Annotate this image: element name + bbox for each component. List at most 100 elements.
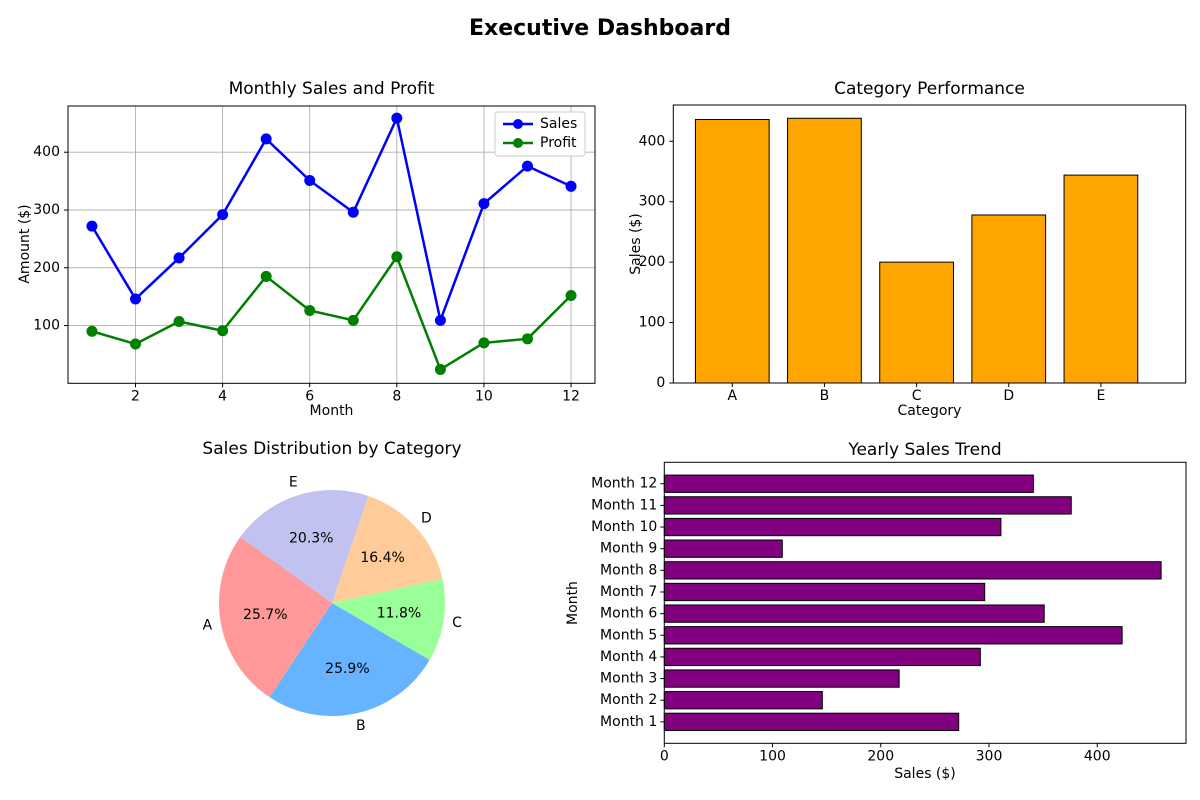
tick-label: 100	[759, 748, 786, 764]
axes-border	[67, 105, 596, 384]
tick-label: 200	[639, 254, 666, 270]
hbar-month-11	[663, 496, 1072, 515]
hbar-chart-yaxis-label: Month	[565, 581, 581, 625]
tick-label: Month 12	[591, 476, 657, 492]
data-point-sales	[434, 314, 446, 326]
data-point-profit	[347, 314, 359, 326]
data-point-sales	[86, 220, 98, 232]
tick-label: 12	[562, 388, 580, 404]
hbar-month-10	[663, 517, 1002, 537]
pie-chart-sales-distribution: A 25.7% B 25.9% C 11.8% D 16.4% E 20.3% Sales Dis…	[40, 440, 620, 800]
pie-label: D	[421, 511, 432, 527]
bar-D	[971, 214, 1047, 384]
tick-label: C	[912, 388, 922, 404]
bar-chart-title: Category Performance	[834, 79, 1025, 99]
tick-label: 400	[1084, 748, 1111, 764]
data-point-profit	[565, 289, 577, 301]
tick-label: Month 1	[600, 714, 657, 730]
bar-E	[1063, 174, 1139, 384]
axes-border	[672, 104, 1187, 384]
tick-label: 200	[33, 260, 60, 276]
data-point-sales	[173, 252, 185, 264]
data-point-sales	[217, 209, 229, 221]
line-chart-title: Monthly Sales and Profit	[228, 79, 435, 99]
data-point-profit	[304, 305, 316, 317]
hbar-chart-plot: Month 1 Month 2 Month 3 Month 4 Month 5 Month…	[591, 461, 1187, 764]
pie-label: C	[452, 615, 462, 631]
bar-chart-category-performance: A B C D E 0 100 200 300 400 Category Performance …	[620, 60, 1200, 440]
data-point-sales	[304, 175, 316, 187]
pie-percent-label: 25.7%	[243, 607, 287, 623]
bar-B	[787, 117, 862, 384]
tick-label: 300	[976, 748, 1003, 764]
tick-label: 100	[33, 318, 60, 334]
pie-label: E	[289, 475, 298, 491]
tick-label: Month 3	[600, 671, 657, 687]
tick-label: 300	[33, 202, 60, 218]
line-chart-yaxis-label: Amount ($)	[17, 204, 33, 284]
tick-label: E	[1096, 388, 1105, 404]
tick-label: 0	[660, 748, 669, 764]
hbar-month-1	[663, 712, 960, 732]
bar-chart-plot: A B C D E 0 100 200 300 400	[639, 104, 1187, 404]
tick-label: A	[727, 388, 737, 404]
data-point-profit	[434, 363, 446, 375]
data-point-profit	[391, 251, 403, 263]
data-point-sales	[347, 206, 359, 218]
tick-label: 300	[639, 194, 666, 210]
pie-label: A	[203, 618, 213, 634]
pie-chart-plot: A 25.7% B 25.9% C 11.8% D 16.4% E 20.3%	[203, 475, 462, 735]
hbar-month-12	[663, 474, 1034, 493]
line-chart-monthly-sales-profit: 2 4 6 8 10 12 100 200 300 400 Sales Profit Monthly …	[0, 60, 620, 440]
hbar-month-2	[663, 691, 823, 710]
tick-label: Month 2	[600, 692, 657, 708]
hbar-chart-title: Yearly Sales Trend	[848, 440, 1002, 460]
data-point-sales	[521, 160, 533, 172]
tick-label: 200	[867, 748, 894, 764]
tick-label: 0	[656, 375, 665, 391]
bar-chart-yaxis-label: Sales ($)	[628, 213, 644, 275]
tick-label: Month 7	[600, 584, 657, 600]
tick-label: Month 8	[600, 562, 657, 578]
bar-A	[694, 119, 770, 384]
data-point-profit	[130, 338, 142, 350]
pie-wedge-A	[219, 536, 332, 698]
data-point-sales	[565, 180, 577, 192]
data-point-sales	[478, 198, 490, 210]
legend-marker	[513, 138, 523, 148]
data-point-profit	[173, 315, 185, 327]
series-line-profit	[91, 255, 572, 371]
bar-C	[879, 261, 954, 384]
hbar-month-4	[663, 647, 981, 667]
pie-wedge-C	[332, 579, 445, 660]
tick-label: 2	[131, 388, 140, 404]
tick-label: 10	[475, 388, 493, 404]
legend-label: Profit	[540, 135, 577, 151]
pie-percent-label: 16.4%	[360, 550, 404, 566]
hbar-month-8	[663, 561, 1162, 580]
hbar-chart-yearly-sales-trend: Month 1 Month 2 Month 3 Month 4 Month 5 Month…	[560, 440, 1200, 800]
bar-chart-xaxis-label: Category	[897, 403, 962, 419]
hbar-month-5	[663, 626, 1123, 645]
hbar-month-7	[663, 582, 986, 602]
tick-label: 400	[639, 133, 666, 149]
data-point-sales	[130, 293, 142, 305]
series-line-sales	[90, 116, 572, 322]
data-point-profit	[478, 337, 490, 349]
pie-percent-label: 20.3%	[289, 530, 333, 546]
data-point-profit	[86, 325, 98, 337]
line-chart-plot: 2 4 6 8 10 12 100 200 300 400 Sales Profit	[33, 105, 596, 404]
tick-label: 8	[392, 388, 401, 404]
tick-label: Month 11	[591, 497, 657, 513]
tick-label: 400	[33, 144, 60, 160]
hbar-month-3	[663, 669, 900, 688]
axes-border	[663, 461, 1187, 744]
tick-label: 100	[639, 315, 666, 331]
tick-label: Month 9	[600, 541, 657, 557]
tick-label: Month 10	[591, 519, 657, 535]
data-point-profit	[217, 325, 229, 337]
pie-wedge-D	[332, 495, 443, 603]
tick-label: 6	[305, 388, 314, 404]
pie-wedge-E	[240, 490, 369, 603]
tick-label: Month 6	[600, 606, 657, 622]
